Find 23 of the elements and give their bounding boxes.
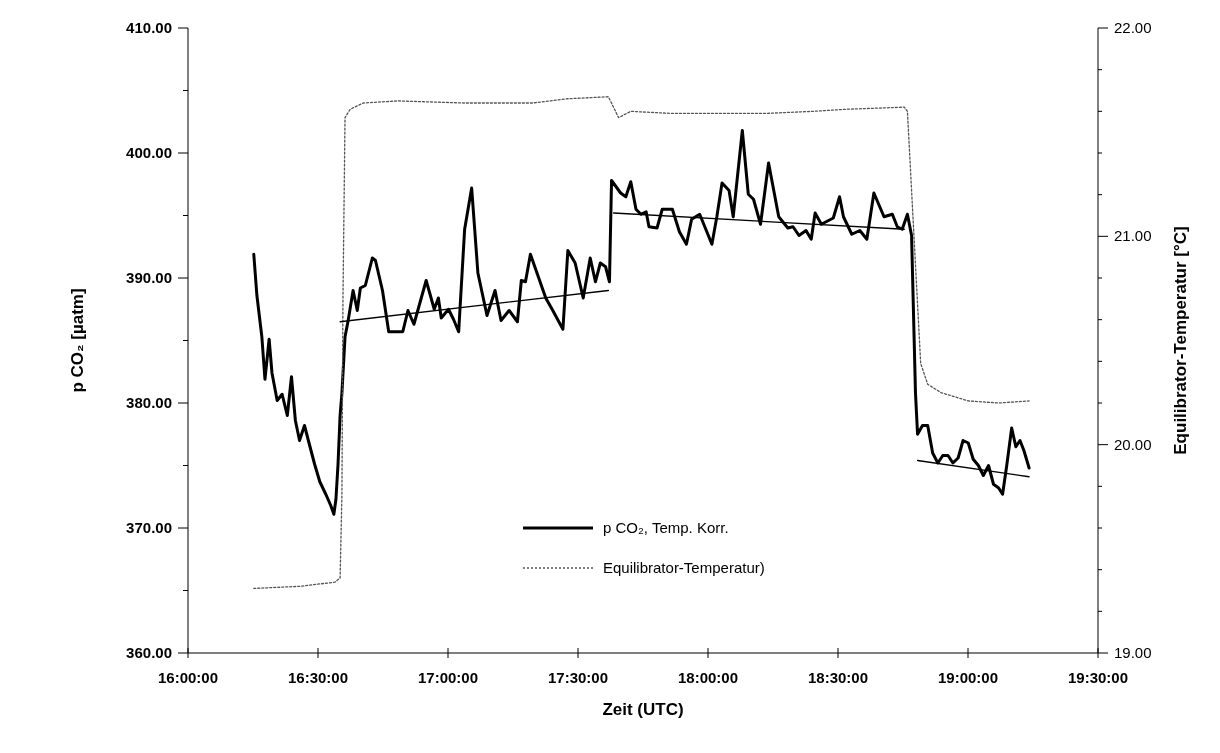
y-tick-label: 360.00 bbox=[126, 644, 172, 661]
y-tick-label: 370.00 bbox=[126, 519, 172, 536]
x-tick-label: 19:00:00 bbox=[937, 669, 999, 686]
y2-tick-label: 19.00 bbox=[1114, 644, 1152, 661]
x-tick-label: 18:30:00 bbox=[807, 669, 869, 686]
x-tick-label: 16:30:00 bbox=[287, 669, 349, 686]
x-tick-label: 17:00:00 bbox=[417, 669, 479, 686]
x-tick-label: 17:30:00 bbox=[547, 669, 609, 686]
y2-tick-label: 22.00 bbox=[1114, 19, 1152, 36]
x-axis-title: Zeit (UTC) bbox=[602, 700, 684, 719]
y2-axis-title: Equilibrator-Temperatur [°C] bbox=[1171, 226, 1190, 455]
x-tick-label: 18:00:00 bbox=[677, 669, 739, 686]
y2-tick-label: 21.00 bbox=[1114, 227, 1152, 245]
legend-label: p CO₂, Temp. Korr. bbox=[603, 519, 729, 536]
y-tick-label: 400.00 bbox=[126, 144, 172, 161]
x-tick-label: 19:30:00 bbox=[1067, 669, 1129, 686]
legend-label: Equilibrator-Temperatur) bbox=[603, 559, 765, 576]
x-tick-label: 16:00:00 bbox=[157, 669, 219, 686]
y-tick-label: 380.00 bbox=[126, 394, 172, 411]
y2-tick-label: 20.00 bbox=[1114, 435, 1152, 453]
y-axis-title: p CO₂ [µatm] bbox=[68, 288, 87, 393]
y-tick-label: 390.00 bbox=[126, 269, 172, 286]
y-tick-label: 410.00 bbox=[126, 19, 172, 36]
